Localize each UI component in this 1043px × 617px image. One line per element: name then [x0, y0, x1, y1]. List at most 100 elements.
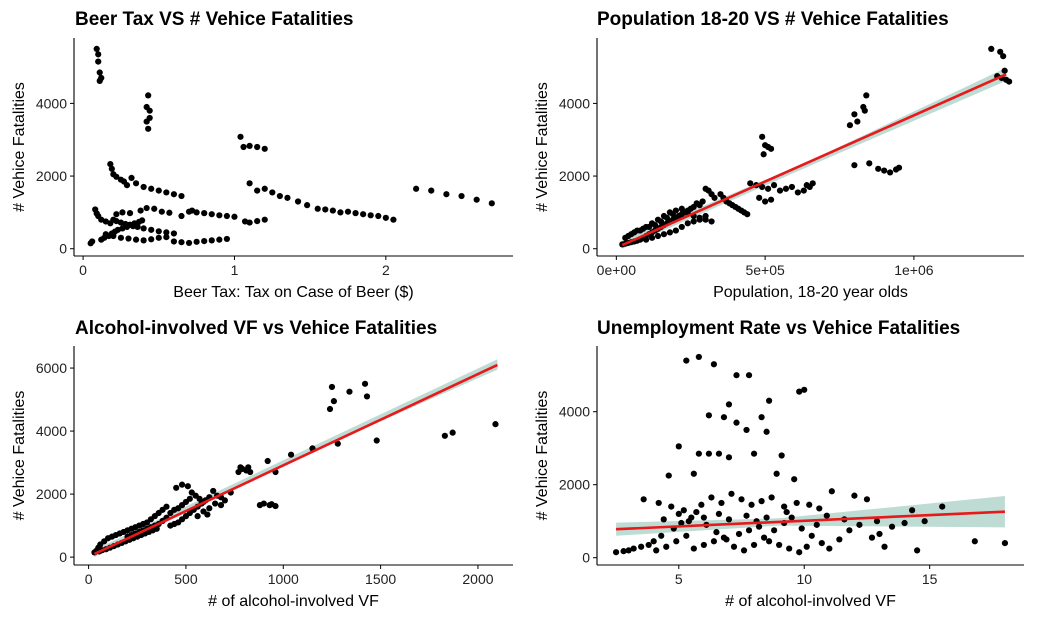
- data-point: [762, 198, 769, 205]
- data-point: [675, 510, 682, 517]
- data-point: [163, 234, 170, 241]
- data-point: [294, 198, 302, 205]
- data-point: [763, 514, 770, 521]
- data-point: [909, 507, 916, 514]
- data-point: [143, 204, 150, 212]
- data-point: [851, 492, 858, 499]
- data-point: [678, 519, 685, 527]
- data-point: [745, 527, 753, 534]
- data-point: [645, 223, 653, 231]
- data-point: [700, 514, 707, 521]
- data-point: [803, 182, 810, 189]
- x-tick-label: 1: [231, 262, 239, 278]
- data-point: [184, 483, 191, 490]
- data-point: [146, 107, 153, 114]
- data-point: [148, 185, 155, 192]
- data-point: [764, 185, 772, 192]
- data-point: [796, 388, 803, 395]
- data-point: [725, 401, 733, 408]
- data-point: [360, 211, 367, 218]
- data-point: [254, 187, 261, 194]
- data-point: [846, 527, 853, 534]
- data-point: [329, 207, 336, 214]
- data-point: [96, 69, 103, 76]
- y-tick-label: 4000: [559, 95, 590, 111]
- data-point: [261, 145, 268, 152]
- data-point: [245, 464, 252, 471]
- data-point: [208, 237, 215, 244]
- data-point: [678, 205, 685, 212]
- data-point: [672, 227, 679, 234]
- data-point: [645, 541, 652, 549]
- data-point: [778, 452, 785, 459]
- x-tick-label: 2: [382, 262, 390, 278]
- x-axis-label: Population, 18-20 year olds: [713, 284, 908, 301]
- data-point: [314, 205, 321, 212]
- data-point: [650, 538, 657, 545]
- data-point: [863, 92, 870, 99]
- y-tick-label: 0: [582, 550, 590, 566]
- data-point: [443, 191, 450, 198]
- data-point: [826, 545, 833, 552]
- data-point: [713, 529, 720, 536]
- data-point: [700, 541, 707, 549]
- data-point: [95, 51, 102, 58]
- data-point: [123, 182, 131, 189]
- data-point: [170, 191, 178, 198]
- x-tick-label: 0: [79, 262, 87, 278]
- data-point: [702, 212, 709, 220]
- data-point: [718, 499, 725, 507]
- data-point: [631, 229, 638, 236]
- data-point: [155, 187, 162, 194]
- data-point: [861, 107, 868, 114]
- data-point: [137, 207, 144, 214]
- data-point: [612, 549, 620, 556]
- data-point: [873, 518, 881, 525]
- y-tick-label: 2000: [36, 168, 67, 184]
- data-point: [750, 450, 758, 457]
- data-point: [651, 222, 659, 229]
- data-point: [711, 194, 718, 201]
- data-point: [334, 440, 341, 447]
- data-point: [663, 543, 670, 550]
- data-point: [441, 432, 448, 439]
- panel-1: Beer Tax VS # Vehice Fatalities 0 1 2 0 2000 4…: [11, 9, 513, 301]
- y-tick-label: 4000: [36, 95, 67, 111]
- x-axis-label: # of alcohol-involved VF: [725, 593, 896, 610]
- data-point: [640, 496, 647, 503]
- data-point: [683, 357, 690, 364]
- data-point: [806, 501, 813, 508]
- x-axis-label: Beer Tax: Tax on Case of Beer ($): [173, 284, 413, 301]
- data-point: [382, 214, 389, 221]
- data-point: [678, 223, 685, 231]
- data-point: [743, 512, 750, 519]
- data-point: [246, 219, 253, 226]
- data-point: [745, 372, 753, 379]
- data-point: [767, 145, 775, 152]
- y-tick-label: 4000: [36, 423, 67, 439]
- y-tick-label: 2000: [559, 168, 590, 184]
- y-tick-label: 4000: [559, 404, 590, 420]
- data-point: [212, 500, 219, 507]
- data-point: [657, 218, 665, 225]
- data-point: [139, 217, 146, 224]
- data-point: [793, 499, 800, 507]
- data-point: [261, 185, 268, 192]
- x-tick-label: 10: [796, 571, 812, 587]
- data-point: [148, 236, 155, 243]
- data-point: [173, 484, 180, 491]
- data-point: [287, 451, 295, 458]
- data-point: [201, 238, 208, 245]
- data-point: [758, 498, 765, 505]
- chart-title: Alcohol-involved VF vs Vehice Fatalities: [75, 318, 437, 339]
- data-point: [809, 180, 816, 187]
- data-point: [155, 234, 162, 241]
- data-point: [851, 162, 858, 169]
- data-point: [178, 192, 185, 200]
- data-point: [666, 229, 674, 236]
- data-point: [163, 229, 170, 236]
- data-point: [881, 543, 888, 550]
- data-point: [816, 505, 823, 512]
- data-point: [373, 437, 380, 444]
